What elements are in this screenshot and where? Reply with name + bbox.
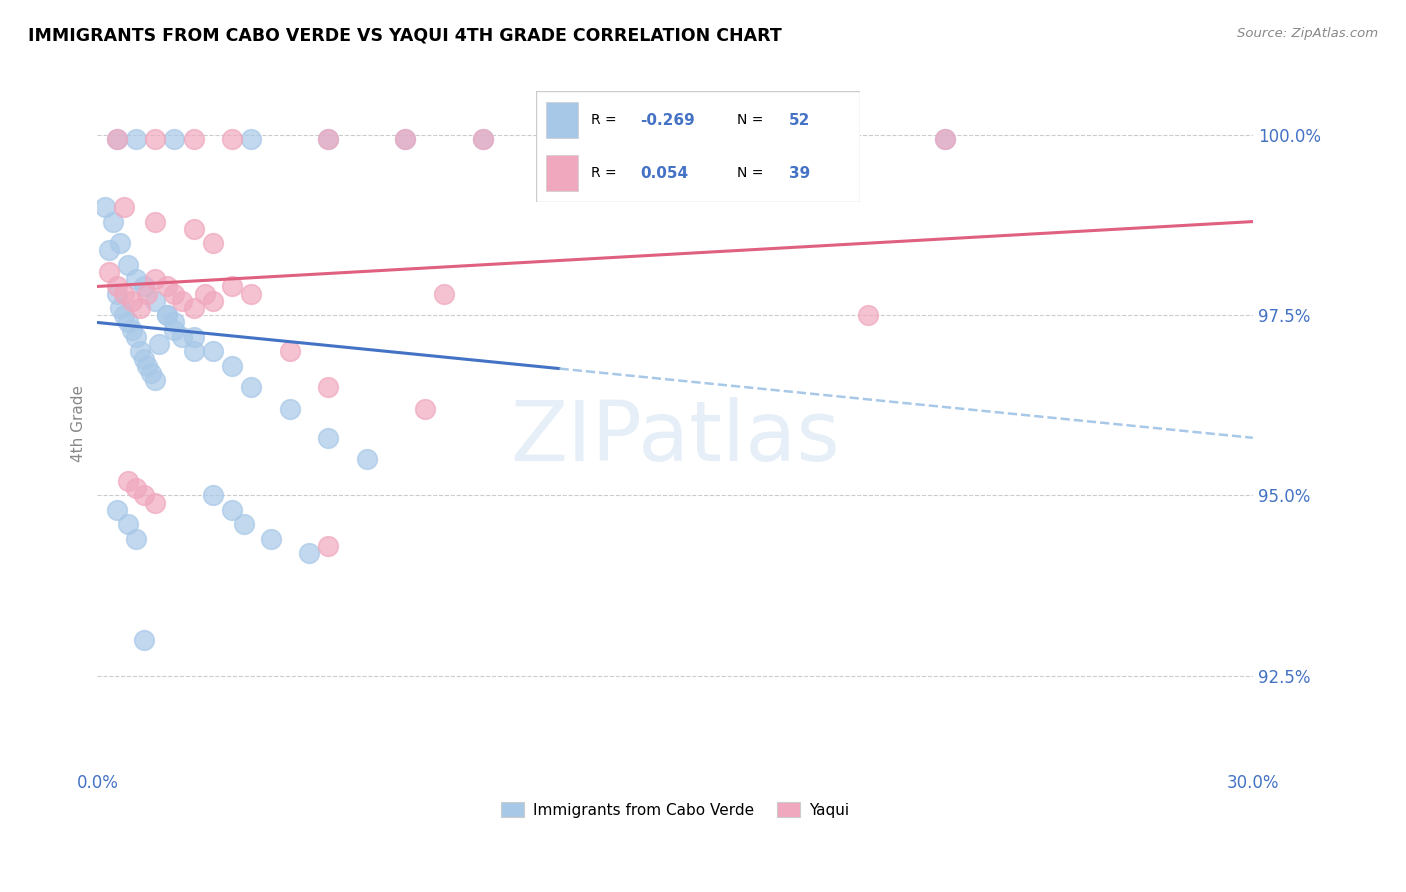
Point <box>117 258 139 272</box>
Text: Source: ZipAtlas.com: Source: ZipAtlas.com <box>1237 27 1378 40</box>
Point <box>125 481 148 495</box>
Point <box>183 330 205 344</box>
Point <box>298 546 321 560</box>
Point <box>703 131 725 145</box>
Point <box>143 496 166 510</box>
Point <box>201 344 224 359</box>
Point <box>143 293 166 308</box>
Point <box>105 279 128 293</box>
Point <box>110 301 132 315</box>
Point <box>318 131 340 145</box>
Point <box>183 221 205 235</box>
Text: ZIPatlas: ZIPatlas <box>510 397 839 478</box>
Point <box>471 131 494 145</box>
Point <box>183 344 205 359</box>
Point <box>94 200 117 214</box>
Point <box>586 131 609 145</box>
Point <box>105 503 128 517</box>
Point <box>97 244 120 258</box>
Point <box>394 131 416 145</box>
Point <box>221 131 243 145</box>
Point <box>260 532 283 546</box>
Point <box>194 286 217 301</box>
Point <box>163 286 186 301</box>
Point <box>433 286 456 301</box>
Point <box>132 632 155 647</box>
Point <box>97 265 120 279</box>
Point <box>125 532 148 546</box>
Point <box>128 301 150 315</box>
Point <box>156 308 179 322</box>
Point <box>143 214 166 228</box>
Point <box>101 214 124 228</box>
Point <box>201 488 224 502</box>
Point <box>132 488 155 502</box>
Point <box>278 401 301 416</box>
Point <box>172 293 194 308</box>
Point <box>221 279 243 293</box>
Point <box>586 131 609 145</box>
Point <box>318 431 340 445</box>
Point <box>232 517 254 532</box>
Point <box>121 323 143 337</box>
Point <box>117 517 139 532</box>
Point <box>110 236 132 251</box>
Point <box>148 337 170 351</box>
Point <box>156 279 179 293</box>
Point <box>163 323 186 337</box>
Point <box>117 316 139 330</box>
Point <box>125 272 148 286</box>
Point <box>128 344 150 359</box>
Legend: Immigrants from Cabo Verde, Yaqui: Immigrants from Cabo Verde, Yaqui <box>495 796 855 824</box>
Point <box>105 131 128 145</box>
Point <box>183 301 205 315</box>
Point <box>141 366 163 380</box>
Point <box>121 293 143 308</box>
Point <box>143 272 166 286</box>
Point <box>125 330 148 344</box>
Point <box>163 316 186 330</box>
Point <box>240 380 263 394</box>
Point <box>201 293 224 308</box>
Point <box>136 286 159 301</box>
Y-axis label: 4th Grade: 4th Grade <box>72 384 86 462</box>
Point <box>413 401 436 416</box>
Point <box>156 308 179 322</box>
Point <box>112 308 135 322</box>
Point <box>125 131 148 145</box>
Point <box>136 359 159 373</box>
Point <box>112 286 135 301</box>
Point <box>240 131 263 145</box>
Point <box>934 131 956 145</box>
Point <box>856 308 879 322</box>
Point <box>143 373 166 387</box>
Point <box>117 474 139 488</box>
Point <box>163 131 186 145</box>
Point <box>172 330 194 344</box>
Point <box>471 131 494 145</box>
Point <box>221 503 243 517</box>
Point <box>394 131 416 145</box>
Point <box>105 286 128 301</box>
Point <box>105 131 128 145</box>
Point <box>934 131 956 145</box>
Point <box>221 359 243 373</box>
Text: IMMIGRANTS FROM CABO VERDE VS YAQUI 4TH GRADE CORRELATION CHART: IMMIGRANTS FROM CABO VERDE VS YAQUI 4TH … <box>28 27 782 45</box>
Point <box>132 279 155 293</box>
Point <box>240 286 263 301</box>
Point <box>132 351 155 366</box>
Point <box>278 344 301 359</box>
Point <box>143 131 166 145</box>
Point <box>318 539 340 553</box>
Point <box>112 200 135 214</box>
Point <box>183 131 205 145</box>
Point <box>201 236 224 251</box>
Point <box>356 452 378 467</box>
Point <box>318 131 340 145</box>
Point <box>703 131 725 145</box>
Point <box>318 380 340 394</box>
